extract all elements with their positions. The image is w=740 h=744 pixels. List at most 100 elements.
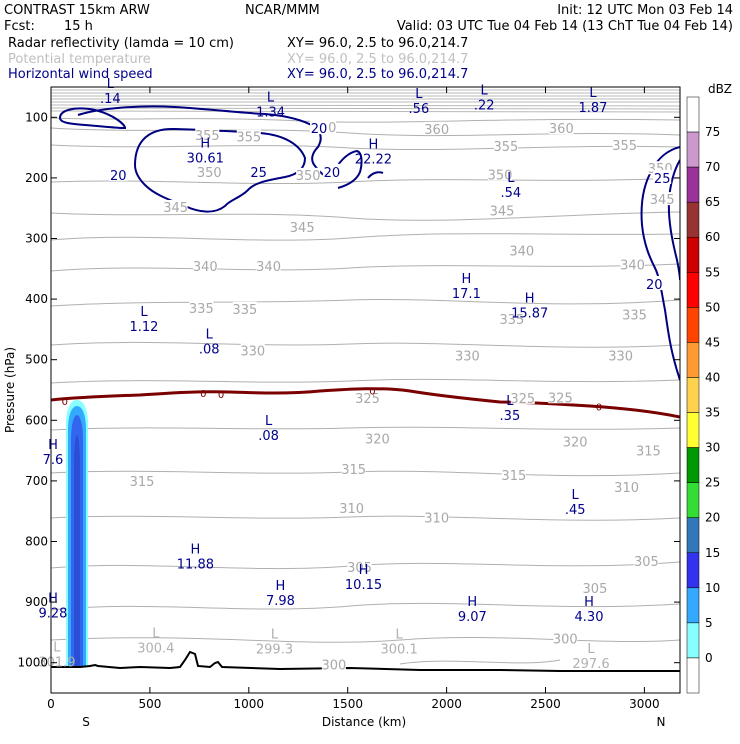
extremum-type-4: L	[589, 86, 597, 101]
y-tick-label-1: 200	[25, 171, 48, 185]
field-3-name: Horizontal wind speed	[8, 67, 153, 82]
theta-label-11: 320	[365, 432, 390, 447]
theta-label-14: 325	[355, 392, 380, 407]
wind-label-5: 20	[646, 278, 663, 293]
org-label: NCAR/MMM	[245, 3, 320, 18]
theta-label-18: 335	[189, 302, 214, 317]
model-title: CONTRAST 15km ARW	[4, 3, 150, 18]
extremum-value-14: 7.6	[43, 453, 64, 468]
extremum-type-8: H	[461, 272, 471, 287]
extremum-type-18: H	[276, 579, 286, 594]
theta-label-3: 315	[636, 445, 661, 460]
extremum-type-14: H	[48, 438, 58, 453]
extremum-value-24: 299.3	[256, 642, 293, 657]
extremum-value-5: 30.61	[187, 151, 224, 166]
extremum-value-1: 1.34	[256, 105, 285, 120]
reflectivity-echo	[66, 400, 88, 666]
extremum-type-2: L	[415, 87, 423, 102]
theta-label-38: 360	[424, 123, 449, 138]
extremum-type-17: H	[359, 563, 369, 578]
extremum-type-16: H	[191, 542, 201, 557]
fcst-label: Fcst:	[4, 19, 35, 34]
extremum-type-1: L	[267, 90, 275, 105]
theta-label-5: 310	[424, 511, 449, 526]
endpoint-left-label: S	[82, 715, 90, 729]
extremum-type-13: L	[265, 414, 273, 429]
wind-label-2: 25	[250, 166, 267, 181]
theta-label-28: 345	[490, 205, 515, 220]
wind-label-3: 20	[324, 166, 341, 181]
extremum-value-15: .45	[565, 503, 586, 518]
extremum-type-15: L	[572, 488, 580, 503]
colorbar-swatch-6	[687, 307, 699, 342]
theta-label-26: 345	[163, 201, 188, 216]
colorbar-level-0: 75	[705, 125, 720, 139]
theta-label-36: 355	[494, 140, 519, 155]
colorbar-level-2: 65	[705, 195, 720, 209]
extremum-type-11: L	[206, 327, 214, 342]
colorbar-swatch-1	[687, 132, 699, 167]
theta-label-12: 325	[548, 391, 573, 406]
extremum-value-20: 9.07	[458, 610, 487, 625]
extremum-type-6: H	[369, 138, 379, 153]
colorbar-swatch-12	[687, 518, 699, 553]
extremum-value-6: 22.22	[355, 153, 392, 168]
colorbar-swatch-15	[687, 623, 699, 658]
field-2-xy: XY= 96.0, 2.5 to 96.0,214.7	[287, 52, 468, 67]
extremum-value-23: 300.4	[137, 642, 174, 657]
y-tick-label-3: 400	[25, 292, 48, 306]
zero-isotherm-label-2: 0	[218, 390, 224, 401]
extremum-value-25: 300.1	[381, 642, 418, 657]
colorbar-level-12: 15	[705, 546, 720, 560]
theta-label-0: 315	[130, 475, 155, 490]
colorbar-swatch-10	[687, 448, 699, 483]
colorbar-unit: dBZ	[708, 82, 732, 96]
theta-label-35: 355	[236, 131, 261, 146]
x-tick-label-3: 1500	[332, 697, 363, 711]
x-tick-label-4: 2000	[431, 697, 462, 711]
y-tick-label-9: 1000	[17, 656, 48, 670]
colorbar-level-7: 40	[705, 370, 720, 384]
x-axis-label: Distance (km)	[322, 715, 406, 729]
field-3-xy: XY= 96.0, 2.5 to 96.0,214.7	[287, 67, 468, 82]
theta-label-31: 350	[296, 169, 321, 184]
y-tick-label-5: 600	[25, 413, 48, 427]
theta-label-2: 315	[501, 469, 526, 484]
cross-section-figure: CONTRAST 15km ARW NCAR/MMM Init: 12 UTC …	[0, 0, 740, 740]
endpoint-right-label: N	[657, 715, 666, 729]
extremum-value-4: 1.87	[578, 101, 607, 116]
zero-isotherm-label-4: 0	[596, 402, 602, 413]
theta-label-17: 330	[608, 349, 633, 364]
y-tick-label-4: 500	[25, 353, 48, 367]
colorbar-level-10: 25	[705, 476, 720, 490]
colorbar-swatch-0	[687, 97, 699, 132]
wind-label-1: 20	[110, 169, 127, 184]
theta-label-19: 335	[232, 303, 257, 318]
extremum-type-19: H	[48, 592, 58, 607]
theta-label-25: 340	[620, 259, 645, 274]
colorbar-swatch-9	[687, 413, 699, 448]
theta-label-9: 305	[634, 555, 659, 570]
extremum-value-17: 10.15	[345, 578, 382, 593]
x-tick-label-2: 1000	[234, 697, 265, 711]
extremum-value-3: .22	[474, 99, 495, 114]
colorbar-swatch-11	[687, 483, 699, 518]
y-tick-label-2: 300	[25, 232, 48, 246]
extremum-type-23: L	[152, 627, 160, 642]
theta-label-42: 300	[553, 632, 578, 647]
theta-label-10: 320	[563, 436, 588, 451]
x-tick-label-0: 0	[47, 697, 55, 711]
extremum-value-18: 7.98	[266, 594, 295, 609]
colorbar-swatch-2	[687, 167, 699, 202]
data-overlay: 315315 3153153103103103053053053203203253…	[38, 77, 674, 673]
fcst-value: 15 h	[64, 19, 93, 34]
y-tick-label-6: 700	[25, 474, 48, 488]
extremum-value-21: 4.30	[575, 610, 604, 625]
extremum-value-10: 1.12	[129, 320, 158, 335]
theta-label-21: 335	[622, 308, 647, 323]
wind-label-0: 20	[311, 122, 328, 137]
colorbar-level-8: 35	[705, 406, 720, 420]
colorbar-level-15: 0	[705, 651, 713, 665]
extremum-type-26: L	[587, 642, 595, 657]
colorbar-swatch-3	[687, 202, 699, 237]
